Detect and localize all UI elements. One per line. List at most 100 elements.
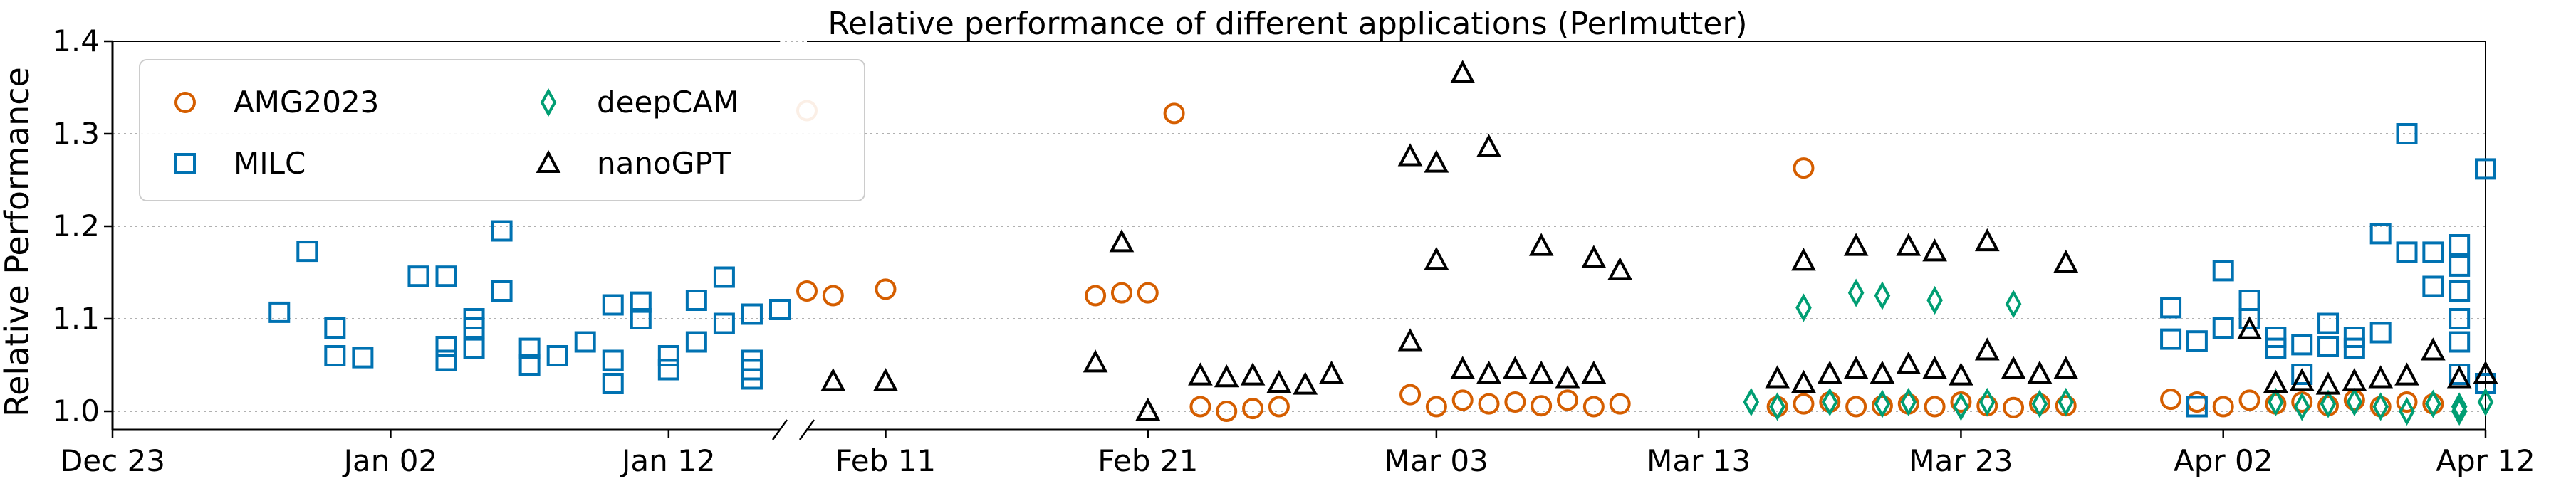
data-point <box>602 349 624 371</box>
data-point <box>2368 365 2394 389</box>
data-point <box>2291 364 2313 385</box>
data-point <box>1424 149 1449 173</box>
data-point <box>1843 356 1869 379</box>
data-point <box>1504 391 1526 413</box>
legend-marker <box>536 149 561 173</box>
data-point <box>2058 387 2075 417</box>
data-point <box>2238 308 2260 329</box>
data-point <box>1953 392 1969 421</box>
data-point <box>2186 396 2208 418</box>
data-point <box>657 345 679 366</box>
data-point <box>1450 60 1476 83</box>
data-point <box>1949 362 1973 386</box>
data-point <box>1189 396 1211 418</box>
data-point <box>1268 396 1290 418</box>
data-point <box>1743 387 1760 417</box>
axis-break-mark <box>798 419 815 440</box>
data-point <box>1109 229 1135 253</box>
data-point <box>2343 337 2365 359</box>
data-point <box>1896 233 1921 256</box>
data-point <box>2031 389 2048 418</box>
data-point <box>2315 371 2341 395</box>
data-point <box>2394 362 2419 386</box>
data-point <box>324 317 346 339</box>
data-point <box>685 331 707 353</box>
legend-label: nanoGPT <box>597 146 731 181</box>
data-point <box>2449 331 2471 353</box>
data-point <box>491 220 513 242</box>
data-point <box>1531 395 1553 417</box>
legend-marker <box>174 92 196 113</box>
data-point <box>518 337 541 359</box>
data-point <box>2293 392 2310 421</box>
data-point <box>435 265 457 287</box>
data-point <box>2289 368 2315 391</box>
data-point <box>1397 143 1423 167</box>
data-point <box>796 280 818 302</box>
data-point <box>1769 392 1785 421</box>
data-point <box>2212 317 2234 339</box>
y-tick-label: 1.4 <box>52 23 100 58</box>
data-point <box>1843 233 1869 256</box>
data-point <box>1845 396 1867 418</box>
data-point <box>2053 249 2079 273</box>
data-point <box>1874 281 1891 310</box>
data-point <box>2372 392 2389 421</box>
x-tick-label: Apr 12 <box>2436 443 2535 478</box>
data-point <box>2027 360 2053 384</box>
data-point <box>2317 336 2340 357</box>
data-point <box>2399 396 2415 426</box>
legend-label: MILC <box>234 146 306 181</box>
data-point <box>2422 241 2444 263</box>
data-point <box>1083 349 1108 373</box>
data-point <box>2475 158 2496 180</box>
data-point <box>1900 387 1917 417</box>
data-point <box>352 347 374 369</box>
data-point <box>2425 389 2441 418</box>
data-point <box>741 303 763 325</box>
data-point <box>630 308 652 329</box>
data-point <box>1609 393 1631 415</box>
data-point <box>602 373 624 394</box>
data-point <box>1817 360 1842 384</box>
data-point <box>820 368 846 391</box>
data-point <box>822 285 844 307</box>
data-point <box>1188 362 1213 386</box>
data-point <box>1870 360 1895 384</box>
data-point <box>2346 387 2363 417</box>
data-point <box>1581 360 1607 384</box>
data-point <box>435 336 457 357</box>
data-point <box>2160 297 2182 319</box>
data-point <box>2001 356 2026 379</box>
data-point <box>769 299 791 320</box>
data-point <box>491 280 513 302</box>
data-point <box>2320 389 2337 418</box>
y-tick-label: 1.0 <box>52 393 100 428</box>
data-point <box>2186 391 2208 413</box>
data-point <box>1399 384 1422 406</box>
data-point <box>1476 360 1501 384</box>
data-point <box>1822 387 1838 417</box>
data-point <box>2449 234 2471 255</box>
y-tick-label: 1.3 <box>52 116 100 151</box>
data-point <box>1266 369 1292 393</box>
legend-marker <box>540 88 557 117</box>
data-point <box>630 291 652 313</box>
data-point <box>2265 337 2287 359</box>
data-point <box>1974 228 2000 252</box>
data-point <box>602 294 624 316</box>
data-point <box>1476 134 1501 157</box>
data-point <box>1216 401 1238 422</box>
axes: 1.0 1.1 1.2 1.3 1.4 Dec 23 Jan 02 Jan 12 Feb 11 F… <box>52 23 2535 478</box>
legend: AMG2023 MILC deepCAM nanoGPT <box>139 59 865 201</box>
data-point <box>713 266 735 288</box>
data-point <box>2317 312 2340 334</box>
data-point <box>1135 397 1161 421</box>
data-point <box>2451 392 2468 421</box>
data-point <box>1240 362 1266 386</box>
data-point <box>2451 396 2468 426</box>
data-point <box>1922 238 1947 262</box>
data-point <box>2477 387 2494 417</box>
data-point <box>741 368 763 390</box>
